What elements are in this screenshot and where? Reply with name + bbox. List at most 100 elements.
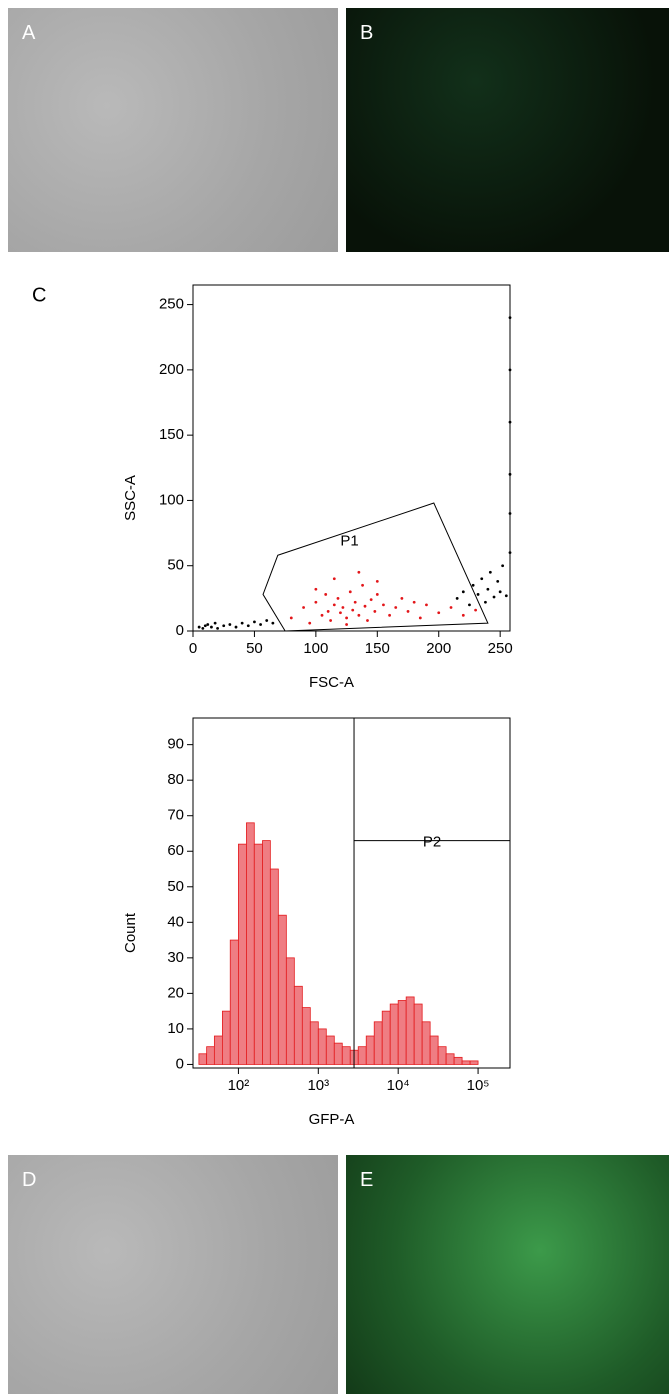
x-tick-label: 10⁴ [387,1077,410,1094]
point [474,608,477,612]
point [388,613,391,617]
point [345,623,348,626]
point [326,610,330,613]
point [484,600,487,604]
point [504,594,508,598]
point [314,600,318,604]
panel-label: A [22,22,36,44]
point [329,619,333,622]
point [222,624,226,628]
point [353,600,357,604]
point [394,606,398,609]
point [357,570,361,574]
point [324,593,328,596]
point [348,590,352,594]
bar [445,1053,455,1065]
y-tick-label: 70 [167,807,184,824]
bar [285,957,295,1065]
bar [389,1003,399,1065]
bar [269,868,279,1065]
gate [262,502,489,632]
x-tick-label: 0 [189,640,197,657]
gate-label: P2 [423,834,441,851]
brightfield-image: D [8,1155,338,1394]
point [341,606,345,609]
point [492,595,496,599]
point [308,621,312,625]
gate-label: P1 [340,532,358,549]
point [289,616,293,620]
point [336,596,340,600]
bar [221,1010,231,1065]
bar [293,985,303,1065]
point [496,579,500,583]
y-tick-label: 30 [167,949,184,966]
x-tick-label: 10⁵ [467,1077,490,1094]
bar [429,1035,439,1065]
point [246,624,250,628]
point [351,608,355,612]
y-tick-label: 80 [167,771,184,788]
bar [301,1007,311,1065]
point [259,623,262,626]
y-tick-label: 40 [167,913,184,930]
x-tick-label: 150 [365,640,390,657]
point [213,621,217,625]
y-tick-label: 90 [167,736,184,753]
bar [277,914,287,1065]
x-tick-label: 10² [228,1077,250,1094]
point [406,610,410,613]
point [471,583,475,587]
y-axis-label: Count [122,912,139,953]
x-tick-label: 100 [303,640,328,657]
point [197,625,201,629]
bar [262,840,271,1065]
y-tick-label: 100 [159,491,184,508]
bar [365,1035,375,1065]
panel-label: B [360,22,374,44]
x-tick-label: 250 [488,640,513,657]
bar [453,1056,463,1065]
x-axis-label: FSC-A [309,674,354,691]
point [210,625,213,629]
point [480,577,484,581]
y-tick-label: 50 [167,878,184,895]
point [203,624,207,628]
y-tick-label: 200 [159,361,184,378]
point [400,596,404,600]
bar [381,1010,391,1065]
point [265,619,269,622]
point [375,593,379,596]
point [339,611,342,615]
point [449,606,453,609]
bar [325,1035,335,1065]
bar [341,1046,351,1065]
point [412,600,416,604]
point [461,613,465,617]
bar [246,822,255,1065]
x-tick-label: 10³ [307,1077,329,1094]
point [320,613,324,617]
panel-label: C [32,284,46,306]
bar [405,996,415,1065]
point [366,619,369,622]
y-tick-label: 10 [167,1020,184,1037]
plot-frame [192,284,511,632]
panel-label: E [360,1169,374,1191]
point [363,604,367,608]
point [382,603,385,607]
y-tick-label: 60 [167,842,184,859]
point [498,590,502,594]
point [361,583,364,587]
point [357,613,361,617]
point [501,564,505,568]
bar [357,1046,367,1065]
y-tick-label: 20 [167,984,184,1001]
point [369,598,373,602]
point [488,570,492,574]
bar [437,1046,447,1065]
bar [397,1000,407,1065]
bar [413,1003,423,1065]
